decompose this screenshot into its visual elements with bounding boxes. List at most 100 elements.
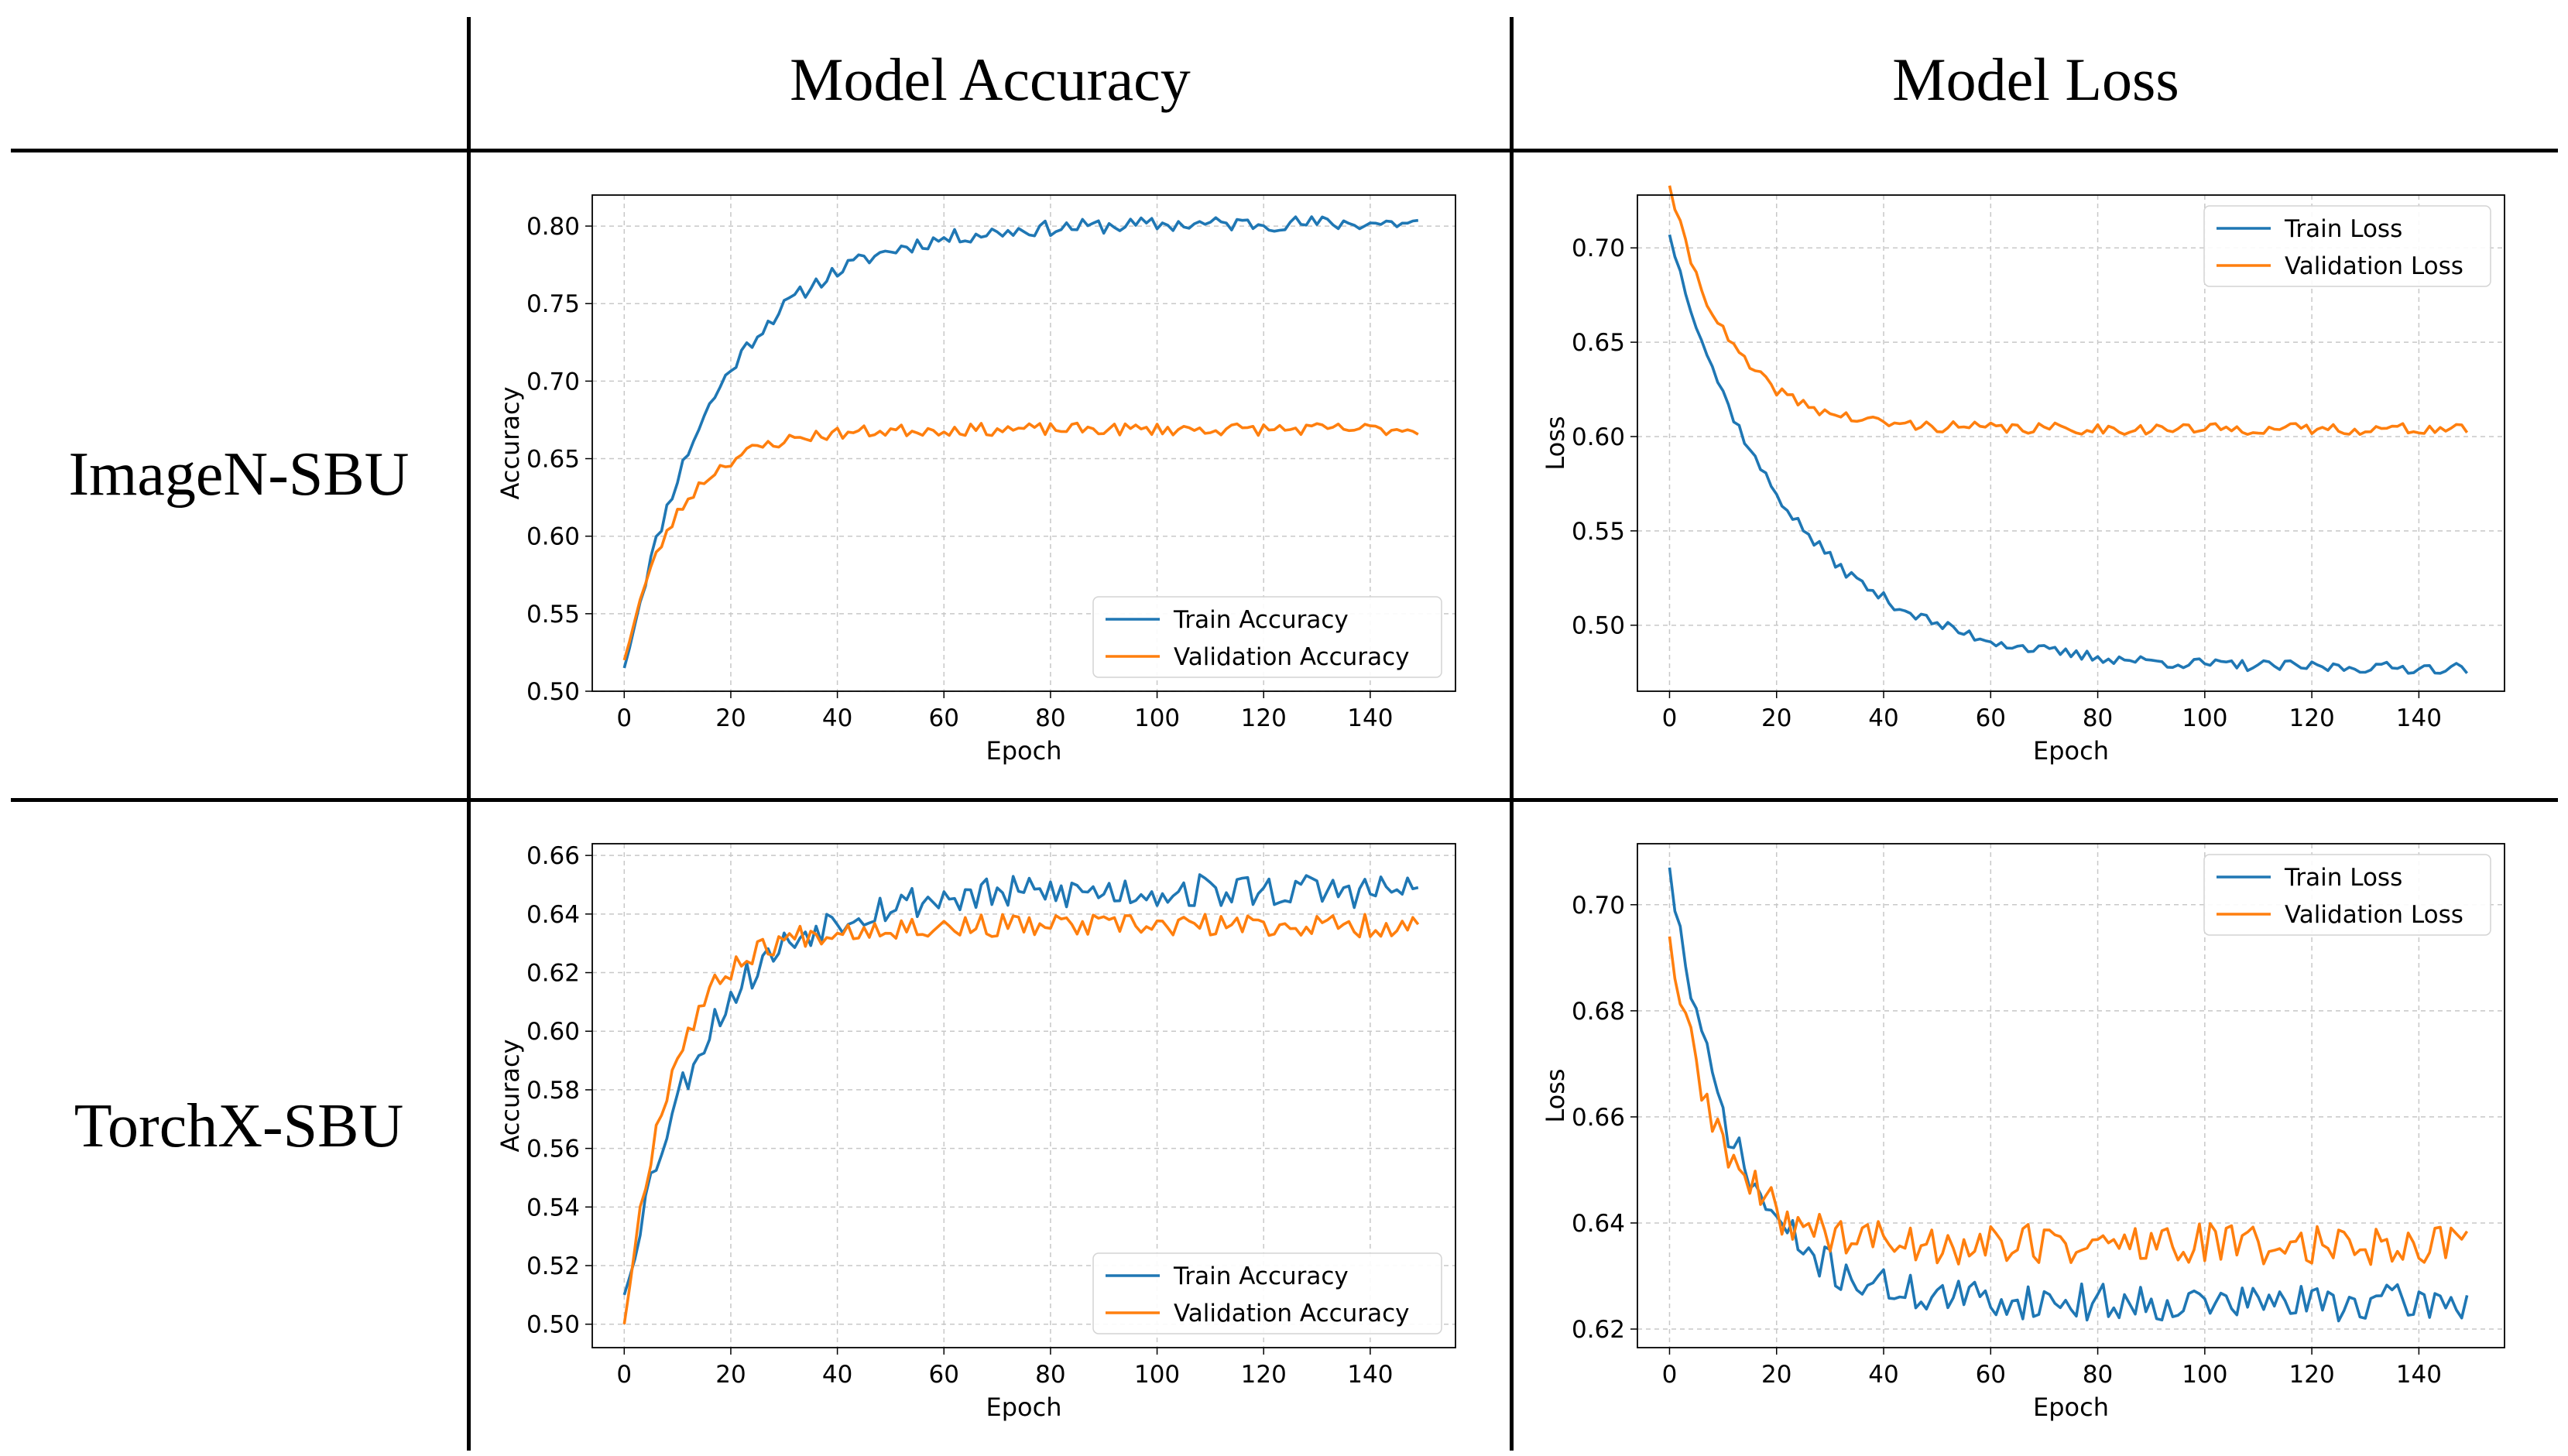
x-tick-label: 60 [929, 1361, 959, 1389]
chart-imagen-accuracy: 0.50 0.55 0.60 0.65 0.70 0.75 0.80 0 20 40 60 80 100… [495, 194, 1456, 766]
x-tick-label: 20 [715, 1361, 746, 1389]
chart-torchx-loss: 0.62 0.64 0.66 0.68 0.70 0 20 40 60 80 100 120 140 Ep… [1541, 843, 2505, 1422]
series-line-validation-accuracy [622, 421, 1419, 661]
y-tick-label: 0.58 [526, 1077, 580, 1105]
column-rule-left [467, 17, 471, 1451]
y-tick-label: 0.50 [1572, 612, 1625, 640]
y-tick-label: 0.60 [1572, 423, 1625, 451]
x-tick-label: 40 [1868, 1361, 1898, 1389]
y-tick-label: 0.66 [1572, 1104, 1625, 1132]
series-line-train-accuracy [622, 873, 1419, 1296]
x-tick-label: 80 [2083, 1361, 2113, 1389]
y-tick-label: 0.54 [526, 1194, 580, 1221]
y-tick-label: 0.68 [1572, 998, 1625, 1026]
y-tick-label: 0.62 [1572, 1316, 1625, 1344]
x-tick-label: 0 [1662, 1361, 1678, 1389]
y-axis-label: Accuracy [495, 386, 525, 499]
y-tick-label: 0.64 [1572, 1210, 1625, 1238]
series-line-validation-loss [1668, 185, 2469, 437]
y-tick-label: 0.70 [1572, 892, 1625, 920]
x-tick-label: 60 [1976, 1361, 2006, 1389]
legend-box [2203, 205, 2491, 287]
legend-label: Train Accuracy [1173, 606, 1349, 634]
x-tick-label: 40 [822, 704, 852, 732]
row-divider-rule [11, 798, 2558, 802]
x-tick-label: 20 [1761, 704, 1791, 732]
x-tick-label: 140 [2396, 1361, 2442, 1389]
y-tick-label: 0.75 [526, 290, 580, 318]
x-tick-label: 120 [1241, 704, 1287, 732]
legend-label: Validation Accuracy [1174, 643, 1409, 671]
y-tick-label: 0.66 [526, 842, 580, 870]
x-tick-label: 0 [616, 1361, 632, 1389]
column-title-loss: Model Loss [1892, 46, 2179, 113]
y-tick-label: 0.55 [1572, 518, 1625, 546]
x-tick-label: 20 [715, 704, 746, 732]
y-tick-label: 0.60 [526, 523, 580, 551]
y-tick-label: 0.70 [1572, 235, 1625, 262]
x-tick-label: 80 [1035, 704, 1065, 732]
series-line-train-loss [1668, 867, 2469, 1323]
legend-label: Validation Accuracy [1174, 1300, 1409, 1328]
x-tick-label: 60 [929, 704, 959, 732]
y-axis-label: Loss [1541, 1068, 1570, 1122]
y-tick-label: 0.80 [526, 213, 580, 241]
y-tick-label: 0.62 [526, 960, 580, 988]
x-tick-label: 140 [1347, 704, 1393, 732]
x-tick-label: 0 [616, 704, 632, 732]
x-tick-label: 120 [2289, 1361, 2335, 1389]
chart-imagen-loss: 0.50 0.55 0.60 0.65 0.70 0 20 40 60 80 100 120 140 Ep… [1541, 185, 2505, 766]
y-tick-label: 0.65 [1572, 329, 1625, 357]
y-tick-label: 0.50 [526, 1311, 580, 1339]
x-axis-label: Epoch [986, 736, 1062, 766]
series-line-train-loss [1668, 234, 2468, 675]
x-tick-label: 60 [1976, 704, 2006, 732]
legend-label: Train Accuracy [1173, 1262, 1349, 1290]
chart-torchx-accuracy: 0.50 0.52 0.54 0.56 0.58 0.60 0.62 0.64 0.66 0 20 4… [495, 842, 1456, 1422]
series-line-validation-loss [1668, 936, 2469, 1266]
y-tick-label: 0.56 [526, 1136, 580, 1163]
y-axis-label: Loss [1541, 416, 1570, 470]
column-title-accuracy: Model Accuracy [790, 46, 1191, 113]
row-title-torchx: TorchX-SBU [74, 1092, 404, 1160]
x-tick-label: 40 [822, 1361, 852, 1389]
x-tick-label: 80 [1035, 1361, 1065, 1389]
header-rule [11, 149, 2558, 152]
y-tick-label: 0.55 [526, 601, 580, 629]
legend-label: Validation Loss [2285, 901, 2463, 929]
y-tick-label: 0.50 [526, 678, 580, 706]
x-tick-label: 140 [1347, 1361, 1393, 1389]
x-tick-label: 0 [1662, 704, 1678, 732]
x-tick-label: 120 [1241, 1361, 1287, 1389]
x-axis-label: Epoch [2033, 1393, 2109, 1422]
y-tick-label: 0.64 [526, 901, 580, 929]
row-title-imagen: ImageN-SBU [68, 440, 410, 509]
x-tick-label: 100 [2182, 704, 2227, 732]
x-axis-label: Epoch [986, 1393, 1062, 1422]
x-tick-label: 20 [1761, 1361, 1791, 1389]
legend-box [2203, 854, 2491, 936]
legend-label: Train Loss [2284, 864, 2402, 892]
plot-frame [1637, 843, 2505, 1348]
y-tick-label: 0.52 [526, 1252, 580, 1280]
y-tick-label: 0.70 [526, 368, 580, 396]
series-line-train-accuracy [622, 215, 1419, 669]
plot-frame [591, 843, 1456, 1348]
x-tick-label: 80 [2083, 704, 2113, 732]
x-tick-label: 40 [1868, 704, 1898, 732]
x-tick-label: 100 [1134, 1361, 1180, 1389]
legend-label: Train Loss [2284, 215, 2402, 243]
y-tick-label: 0.65 [526, 446, 580, 474]
series-line-validation-accuracy [622, 913, 1420, 1324]
legend-label: Validation Loss [2285, 252, 2463, 280]
plot-frame [591, 194, 1456, 692]
x-tick-label: 140 [2396, 704, 2442, 732]
x-tick-label: 100 [1134, 704, 1180, 732]
y-tick-label: 0.60 [526, 1018, 580, 1046]
x-axis-label: Epoch [2033, 736, 2109, 766]
x-tick-label: 120 [2289, 704, 2335, 732]
plot-frame [1637, 194, 2505, 692]
column-rule-middle [1510, 17, 1514, 1451]
x-tick-label: 100 [2182, 1361, 2227, 1389]
y-axis-label: Accuracy [495, 1039, 525, 1152]
